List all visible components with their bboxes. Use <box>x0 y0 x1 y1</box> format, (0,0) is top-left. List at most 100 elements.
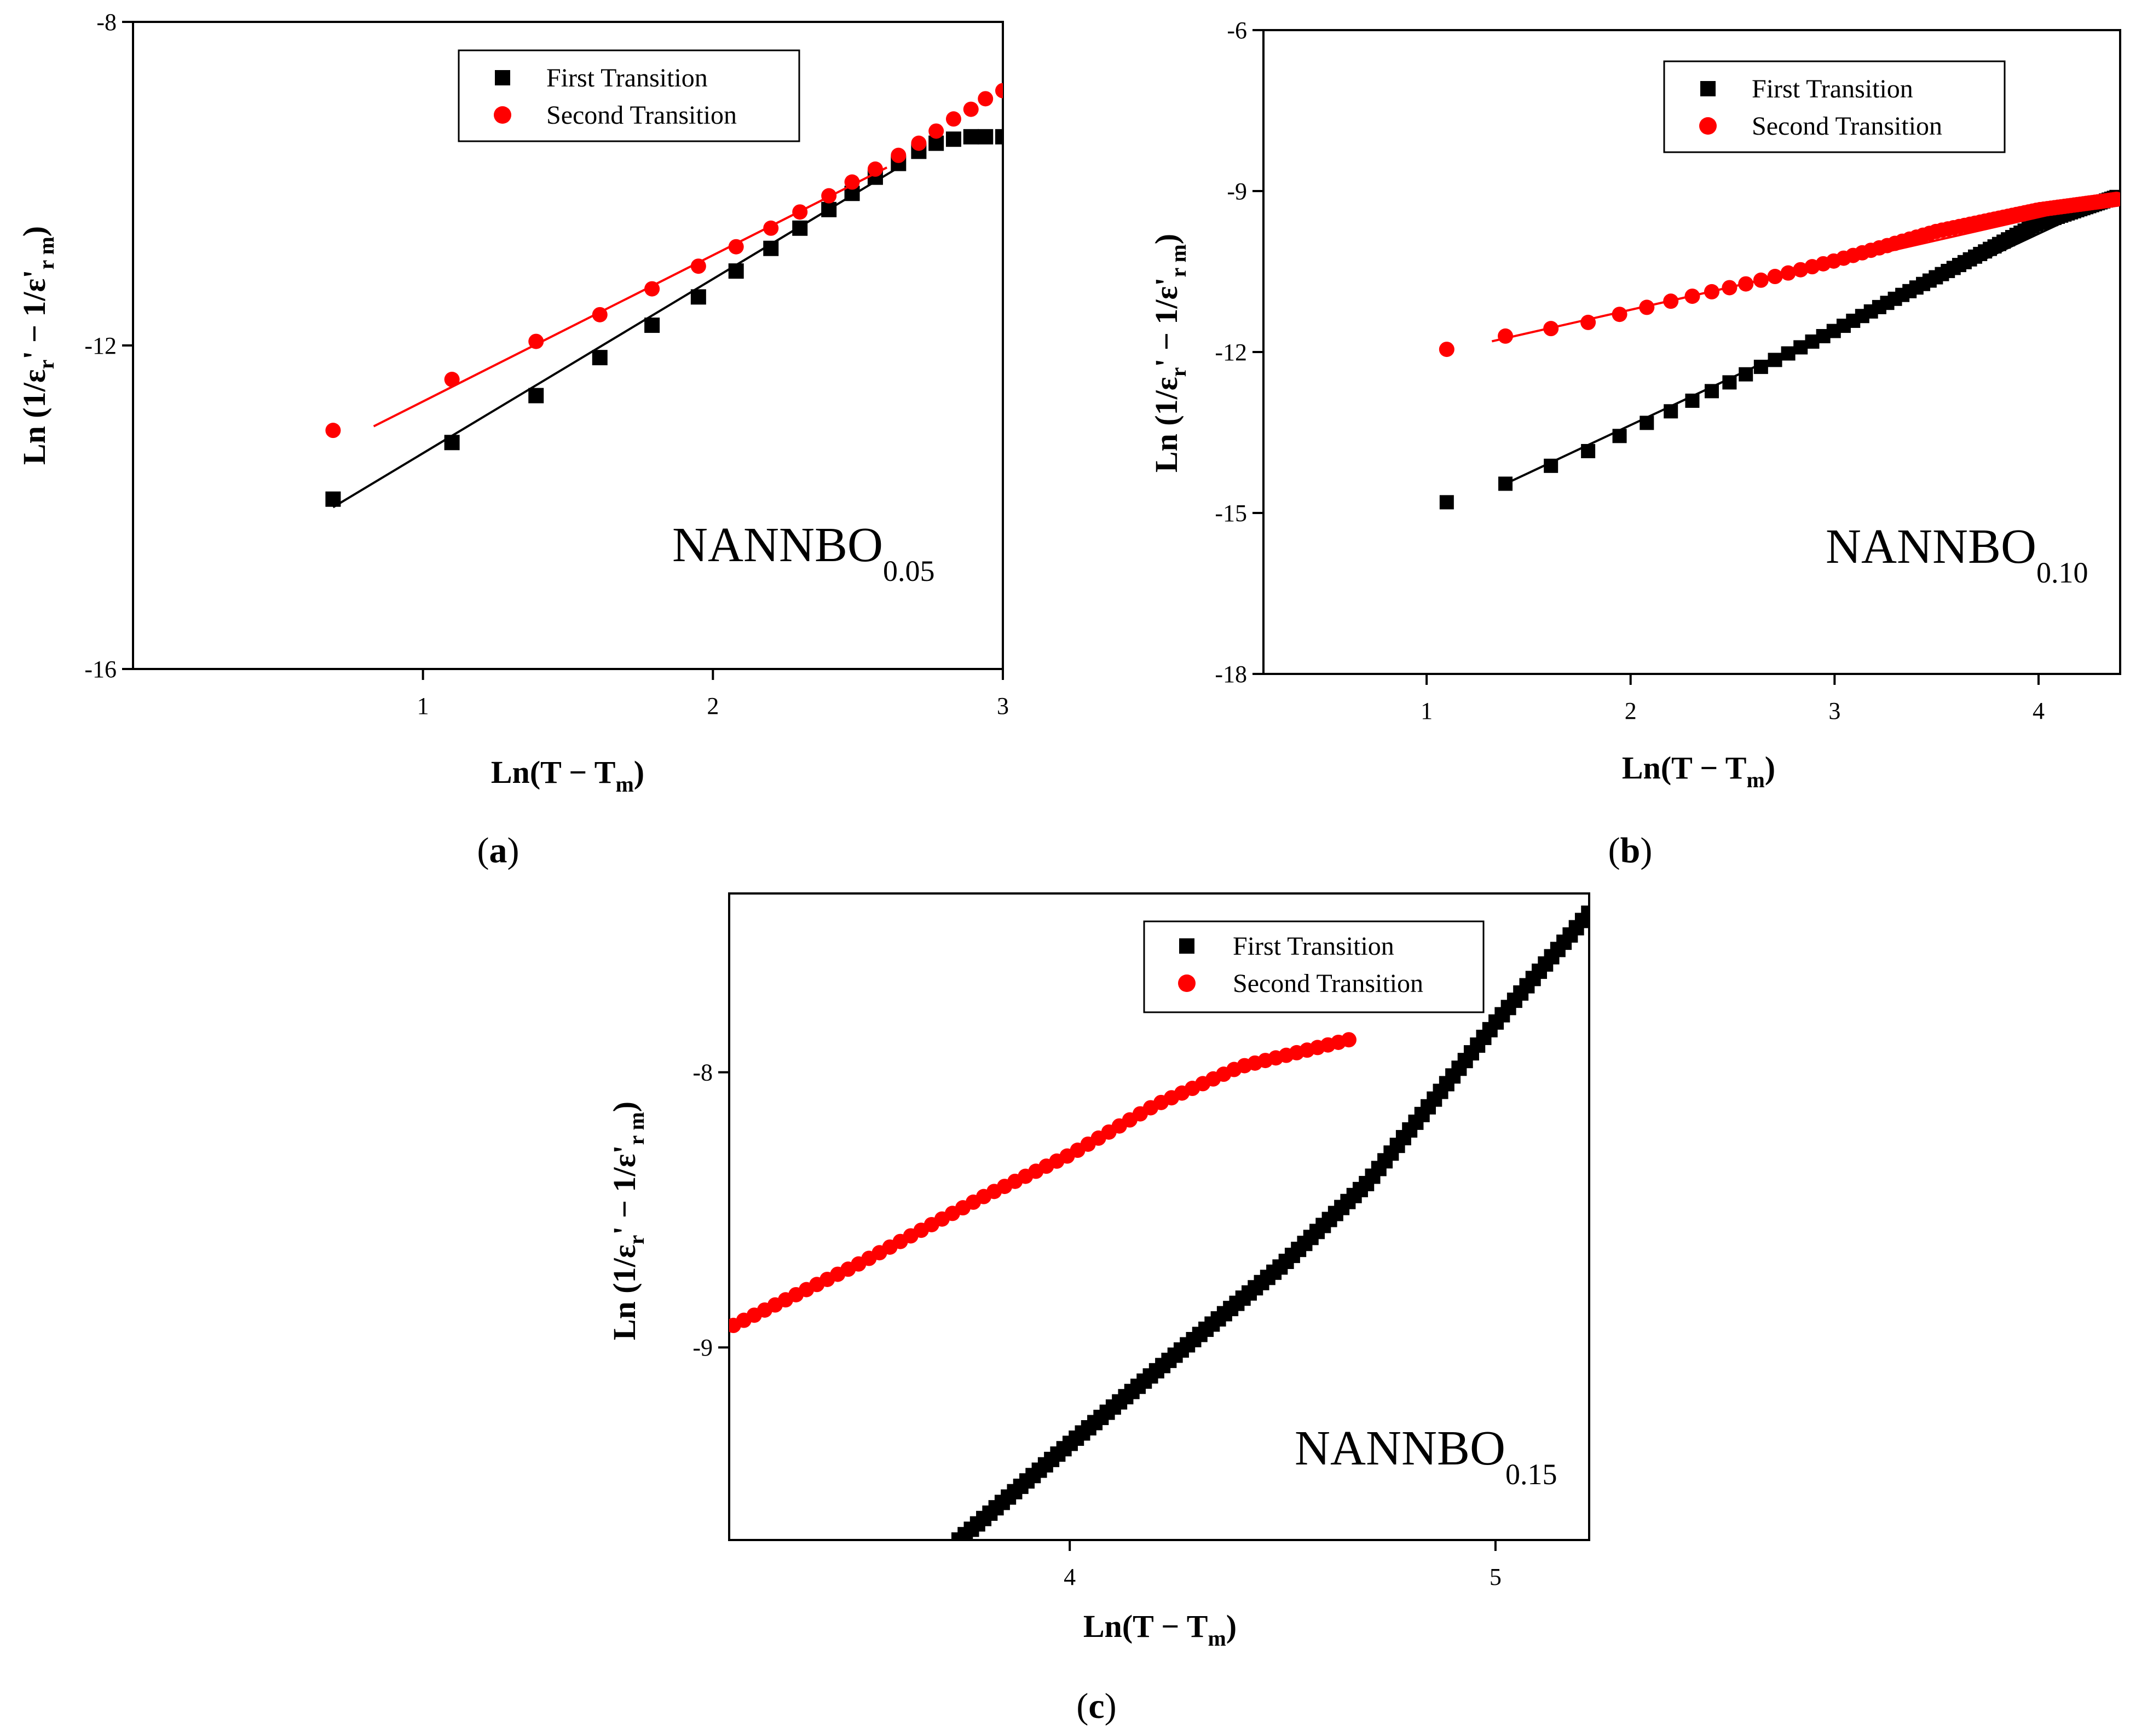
second-transition-point <box>1780 265 1796 281</box>
first-transition-point <box>528 388 544 403</box>
y-tick-label: -6 <box>1227 17 1247 44</box>
y-tick-label: -8 <box>96 9 117 36</box>
y-axis-label-mid: ' − 1/ε <box>1148 286 1184 367</box>
y-axis-label-mid: ' − 1/ε <box>16 279 52 360</box>
x-axis-label-sub: m <box>1746 768 1764 792</box>
x-axis-label-main: Ln(T − T <box>491 754 616 790</box>
sample-name: NANNBO <box>1295 1421 1505 1475</box>
y-axis-label-prime: ' <box>1148 278 1184 286</box>
x-axis-label: Ln(T − Tm) <box>1622 750 1775 792</box>
x-axis-label: Ln(T − Tm) <box>1083 1608 1237 1651</box>
caption-open: ( <box>1608 830 1620 870</box>
first-transition-point <box>945 131 961 147</box>
sample-subscript: 0.15 <box>1505 1458 1557 1491</box>
first-transition-point <box>1722 375 1737 390</box>
x-tick-label: 3 <box>997 693 1009 719</box>
y-axis-label-main: Ln (1/ε <box>1148 377 1184 472</box>
caption-close: ) <box>507 830 519 870</box>
first-transition-point <box>1612 429 1627 443</box>
second-transition-point <box>867 161 883 177</box>
second-transition-point <box>978 91 994 107</box>
y-axis-label-sub2: r m <box>1166 244 1191 277</box>
y-axis-label-prime: ' <box>16 270 52 279</box>
chart-panel-b: 1 2 3 4 -6 -9 -12 -15 -18 First Transition Second … <box>1148 17 2121 870</box>
y-axis-label-main: Ln (1/ε <box>607 1244 642 1340</box>
second-transition-point <box>1543 321 1559 337</box>
fit-line-second <box>373 166 888 428</box>
data-layer <box>1439 189 2120 510</box>
second-transition-point <box>1341 1032 1356 1048</box>
sample-name: NANNBO <box>1826 520 2036 574</box>
second-transition-point <box>1704 284 1719 299</box>
y-axis-label-sub1: r <box>1166 367 1191 377</box>
first-transition-point <box>978 129 994 145</box>
first-transition-point <box>1739 367 1753 382</box>
x-axis-label-close: ) <box>1226 1608 1237 1644</box>
legend-marker-first <box>1179 938 1194 954</box>
legend-box <box>1143 920 1485 1013</box>
sample-name: NANNBO <box>672 518 883 572</box>
second-transition-point <box>1793 262 1809 278</box>
second-transition-point <box>2109 192 2120 207</box>
legend-marker-second <box>494 106 511 124</box>
caption-open: ( <box>1076 1686 1088 1726</box>
legend-marker-first <box>495 70 510 85</box>
panel-caption: (b) <box>1608 830 1653 870</box>
y-axis-label-close: ) <box>607 1101 642 1112</box>
caption-letter: c <box>1088 1686 1104 1726</box>
second-transition-point <box>1498 328 1514 344</box>
x-tick-label: 1 <box>417 693 429 719</box>
first-transition-point <box>690 289 706 305</box>
sample-annotation: NANNBO0.10 <box>1826 520 2088 589</box>
first-transition-point <box>1685 393 1700 408</box>
first-transition-point <box>963 129 979 145</box>
legend-box <box>1663 60 2006 153</box>
panel-caption: (a) <box>477 830 519 870</box>
second-transition-point <box>792 204 808 220</box>
legend-box <box>458 49 800 142</box>
y-axis-label-close: ) <box>16 226 52 237</box>
second-transition-point <box>1639 299 1655 315</box>
second-transition-point <box>995 83 1003 99</box>
y-axis-label-close: ) <box>1148 234 1184 244</box>
first-transition-point <box>1498 476 1513 491</box>
x-axis-label-close: ) <box>1765 750 1775 786</box>
second-transition-point <box>1612 307 1627 322</box>
second-transition-point <box>928 123 944 139</box>
first-transition-point <box>592 350 608 366</box>
second-transition-point <box>821 188 837 204</box>
second-transition-point <box>1767 269 1783 285</box>
second-transition-point <box>1738 276 1754 292</box>
caption-letter: b <box>1620 830 1641 870</box>
y-tick-label: -9 <box>1227 178 1247 205</box>
x-tick-label: 5 <box>1490 1564 1502 1590</box>
y-axis-label-sub2: r m <box>624 1112 649 1145</box>
x-axis-label-sub: m <box>615 772 633 797</box>
x-axis-label-sub: m <box>1208 1626 1226 1651</box>
first-transition-point <box>1581 443 1596 458</box>
y-tick-label: -12 <box>84 332 117 359</box>
second-transition-point <box>1722 280 1738 296</box>
caption-open: ( <box>477 830 489 870</box>
plot-frame <box>728 892 1590 1541</box>
x-tick-label: 4 <box>2033 697 2045 724</box>
first-transition-point <box>325 491 341 507</box>
panel-caption: (c) <box>1076 1686 1116 1726</box>
first-transition-point <box>644 318 660 333</box>
y-axis-label-prime: ' <box>607 1145 642 1154</box>
y-tick-label: -18 <box>1215 661 1247 688</box>
y-axis-label: Ln (1/εr' − 1/ε'r m) <box>1148 234 1191 472</box>
y-axis-label: Ln (1/εr' − 1/ε'r m) <box>16 226 59 465</box>
second-transition-point <box>644 281 660 297</box>
first-transition-point <box>995 129 1003 145</box>
caption-close: ) <box>1105 1686 1117 1726</box>
x-axis-label-main: Ln(T − T <box>1622 750 1747 786</box>
second-transition-point <box>592 307 608 322</box>
legend: First Transition Second Transition <box>458 49 800 142</box>
first-transition-point <box>1439 495 1454 510</box>
first-transition-point <box>1544 458 1558 473</box>
first-transition-point <box>728 263 744 279</box>
first-transition-point <box>1640 416 1654 430</box>
first-transition-point <box>821 201 837 217</box>
caption-close: ) <box>1640 830 1652 870</box>
